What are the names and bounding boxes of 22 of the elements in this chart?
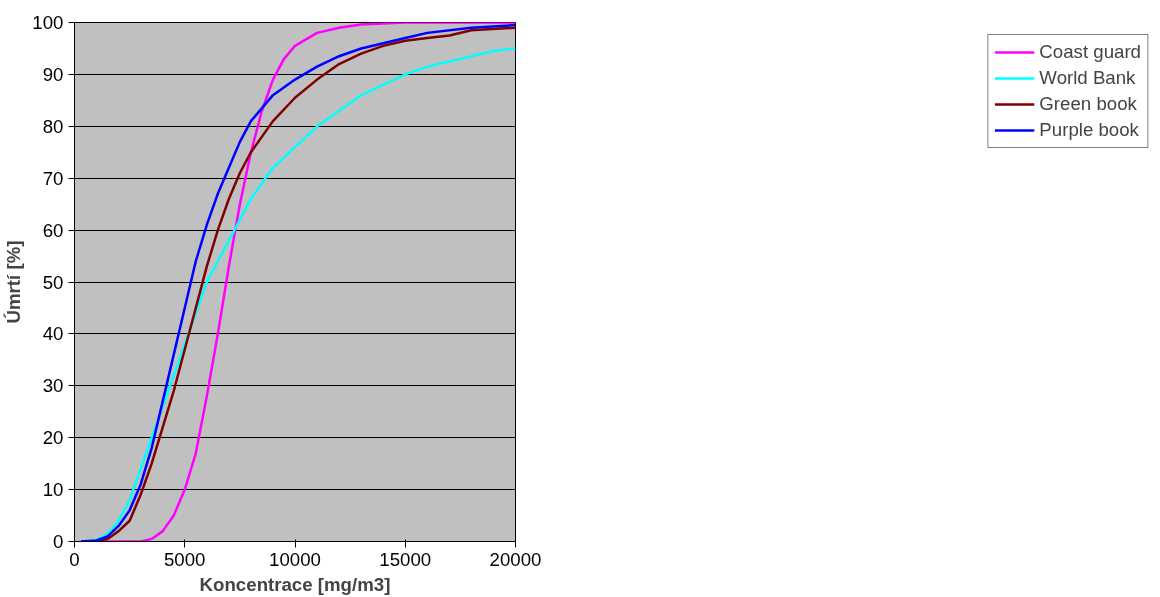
y-tick-label: 100 xyxy=(32,12,64,33)
x-tick-label: 10000 xyxy=(269,548,321,570)
legend-label: Green book xyxy=(1039,93,1137,115)
x-tick-label: 5000 xyxy=(164,548,206,570)
x-tick-label: 15000 xyxy=(379,548,432,570)
y-tick-label: 50 xyxy=(42,271,64,293)
y-tick-label: 80 xyxy=(42,115,64,137)
y-axis-title: Úmrtí [%] xyxy=(3,240,25,324)
y-tick-label: 40 xyxy=(42,323,64,345)
y-tick-label: 20 xyxy=(42,427,64,449)
legend-label: Coast guard xyxy=(1039,41,1141,63)
y-tick-label: 30 xyxy=(42,375,64,397)
y-tick-label: 70 xyxy=(42,167,64,189)
y-tick-label: 0 xyxy=(53,531,64,552)
y-tick-label: 90 xyxy=(42,63,64,85)
x-tick-label: 0 xyxy=(69,548,80,570)
y-tick-label: 10 xyxy=(42,479,64,501)
x-tick-label: 20000 xyxy=(489,548,542,570)
legend-label: Purple book xyxy=(1039,119,1139,141)
y-tick-label: 60 xyxy=(42,219,64,241)
x-axis-title: Koncentrace [mg/m3] xyxy=(199,573,391,595)
legend-label: World Bank xyxy=(1039,67,1136,89)
